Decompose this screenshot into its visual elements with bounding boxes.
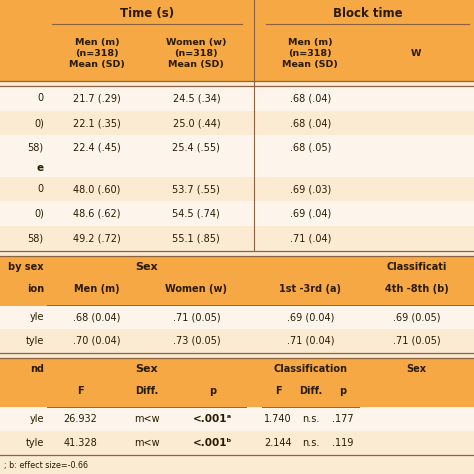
Text: tyle: tyle [26,336,44,346]
Text: 41.328: 41.328 [64,438,97,447]
Text: Men (m): Men (m) [74,284,120,294]
FancyBboxPatch shape [0,251,474,256]
FancyBboxPatch shape [0,457,474,474]
Text: Sex: Sex [406,364,427,374]
Text: 0: 0 [37,93,44,103]
Text: F: F [77,386,84,396]
Text: .69 (.03): .69 (.03) [290,184,331,194]
Text: Women (w)
(n=318)
Mean (SD): Women (w) (n=318) Mean (SD) [166,38,227,69]
Text: .69 (.04): .69 (.04) [290,209,331,219]
Text: Time (s): Time (s) [119,7,174,20]
Text: 58): 58) [27,143,44,153]
FancyBboxPatch shape [0,301,474,306]
Text: 0): 0) [34,209,44,219]
FancyBboxPatch shape [0,403,474,408]
Text: Block time: Block time [333,7,403,20]
FancyBboxPatch shape [0,86,474,111]
FancyBboxPatch shape [0,379,474,403]
Text: .68 (.04): .68 (.04) [290,118,331,128]
Text: p: p [339,386,346,396]
Text: Women (w): Women (w) [165,284,228,294]
Text: n.s.: n.s. [301,414,319,424]
Text: yle: yle [29,414,44,424]
Text: 25.4 (.55): 25.4 (.55) [173,143,220,153]
Text: .69 (0.04): .69 (0.04) [287,312,334,322]
Text: Sex: Sex [136,364,158,374]
FancyBboxPatch shape [0,353,474,358]
Text: .71 (0.05): .71 (0.05) [392,336,440,346]
Text: .71 (0.05): .71 (0.05) [173,312,220,322]
Text: ion: ion [27,284,44,294]
Text: 49.2 (.72): 49.2 (.72) [73,233,121,244]
Text: 22.1 (.35): 22.1 (.35) [73,118,121,128]
Text: .70 (0.04): .70 (0.04) [73,336,121,346]
Text: 54.5 (.74): 54.5 (.74) [173,209,220,219]
Text: <.001ᵇ: <.001ᵇ [193,438,233,447]
Text: 21.7 (.29): 21.7 (.29) [73,93,121,103]
FancyBboxPatch shape [0,201,474,226]
FancyBboxPatch shape [0,358,474,379]
Text: 22.4 (.45): 22.4 (.45) [73,143,121,153]
Text: .119: .119 [332,438,354,447]
FancyBboxPatch shape [0,431,474,455]
Text: tyle: tyle [26,438,44,447]
Text: .68 (0.04): .68 (0.04) [73,312,121,322]
FancyBboxPatch shape [0,226,474,251]
Text: .71 (.04): .71 (.04) [290,233,331,244]
Text: 2.144: 2.144 [264,438,292,447]
FancyBboxPatch shape [0,160,474,177]
Text: W: W [411,49,422,58]
Text: 26.932: 26.932 [64,414,98,424]
FancyBboxPatch shape [0,256,474,278]
Text: 55.1 (.85): 55.1 (.85) [173,233,220,244]
Text: .73 (0.05): .73 (0.05) [173,336,220,346]
Text: e: e [36,164,44,173]
FancyBboxPatch shape [0,408,474,431]
Text: .71 (0.04): .71 (0.04) [287,336,334,346]
Text: n.s.: n.s. [301,438,319,447]
Text: 25.0 (.44): 25.0 (.44) [173,118,220,128]
FancyBboxPatch shape [0,136,474,160]
FancyBboxPatch shape [0,27,474,81]
Text: p: p [210,386,217,396]
Text: Men (m)
(n=318)
Mean (SD): Men (m) (n=318) Mean (SD) [283,38,338,69]
Text: 0): 0) [34,118,44,128]
Text: Classificati: Classificati [386,262,447,272]
Text: 1.740: 1.740 [264,414,292,424]
FancyBboxPatch shape [0,111,474,136]
Text: 53.7 (.55): 53.7 (.55) [173,184,220,194]
Text: 58): 58) [27,233,44,244]
Text: .68 (.04): .68 (.04) [290,93,331,103]
Text: <.001ᵃ: <.001ᵃ [193,414,233,424]
Text: by sex: by sex [8,262,44,272]
FancyBboxPatch shape [0,306,474,329]
Text: ; b: effect size=-0.66: ; b: effect size=-0.66 [4,461,88,470]
FancyBboxPatch shape [0,0,474,27]
Text: Classification: Classification [273,364,347,374]
Text: Diff.: Diff. [135,386,158,396]
Text: yle: yle [29,312,44,322]
FancyBboxPatch shape [0,81,474,86]
Text: m<w: m<w [134,414,160,424]
Text: Sex: Sex [136,262,158,272]
Text: 1st -3rd (a): 1st -3rd (a) [279,284,341,294]
Text: F: F [275,386,281,396]
FancyBboxPatch shape [0,177,474,201]
Text: 0: 0 [37,184,44,194]
Text: 4th -8th (b): 4th -8th (b) [384,284,448,294]
FancyBboxPatch shape [0,329,474,353]
Text: nd: nd [30,364,44,374]
FancyBboxPatch shape [0,455,474,457]
Text: 48.6 (.62): 48.6 (.62) [73,209,121,219]
Text: .69 (0.05): .69 (0.05) [392,312,440,322]
Text: m<w: m<w [134,438,160,447]
Text: Men (m)
(n=318)
Mean (SD): Men (m) (n=318) Mean (SD) [69,38,125,69]
Text: .177: .177 [332,414,354,424]
Text: .68 (.05): .68 (.05) [290,143,331,153]
Text: 48.0 (.60): 48.0 (.60) [73,184,121,194]
Text: 24.5 (.34): 24.5 (.34) [173,93,220,103]
Text: Diff.: Diff. [299,386,322,396]
FancyBboxPatch shape [0,278,474,301]
